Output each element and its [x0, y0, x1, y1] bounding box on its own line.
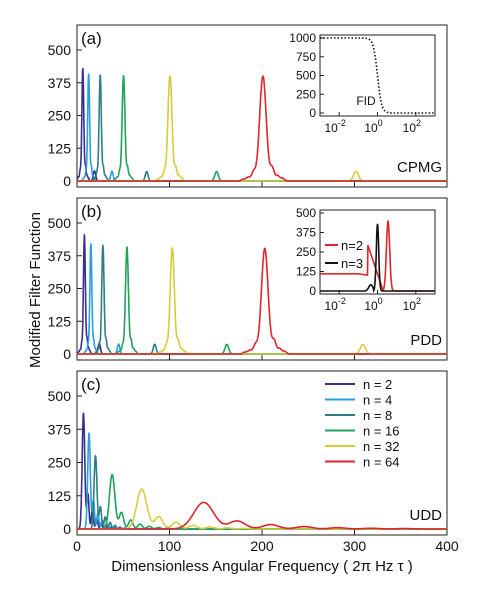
x-tick-label: 400	[435, 538, 459, 554]
y-tick-label: 375	[48, 248, 72, 264]
x-axis-title: Dimensionless Angular Frequency ( 2π Hz …	[111, 558, 412, 575]
inset-plot: 0 250 500 750 1000 10-2 100 102 FID	[289, 31, 436, 135]
legend-label: n = 4	[363, 393, 392, 408]
series-line-n32	[76, 488, 448, 530]
y-tick-label: 375	[48, 75, 72, 91]
panel-name: PDD	[410, 332, 442, 349]
series-line-n64	[76, 75, 448, 182]
y-tick-label: 0	[63, 521, 71, 537]
legend-label: n = 16	[363, 424, 400, 439]
panel-cpmg: 0 125 250 375 500 (a) CPMG 0 250 500 750 1000 10-2 10…	[48, 24, 448, 189]
y-axis-title: Modified Filter Function	[27, 212, 44, 368]
legend-label: n = 64	[363, 455, 400, 470]
x-tick-label: 300	[343, 538, 367, 554]
panel-pdd: 0 125 250 375 500 (b) PDD 0 125 250 375 500 10-2 100 1…	[48, 197, 448, 362]
legend-label: n = 8	[363, 408, 392, 423]
inset-y-tick-label: 125	[296, 265, 316, 279]
y-tick-label: 125	[48, 140, 72, 156]
inset-plot: 0 125 250 375 500 10-2 100 102 n=2 n=3	[296, 206, 436, 313]
inset-annotation: FID	[356, 94, 376, 108]
inset-x-tick-label: 100	[364, 296, 382, 313]
inset-y-tick-label: 1000	[289, 31, 316, 45]
y-tick-label: 375	[48, 421, 72, 437]
inset-x-tick-label: 10-2	[324, 296, 345, 313]
inset-y-tick-label: 0	[309, 284, 316, 298]
x-tick-label: 200	[250, 538, 274, 554]
inset-frame	[319, 34, 436, 117]
panel-tag: (b)	[81, 202, 102, 221]
inset-y-tick-label: 500	[296, 206, 316, 220]
inset-y-tick-label: 250	[296, 245, 316, 259]
inset-legend-label: n=3	[341, 256, 363, 271]
inset-x-tick-label: 102	[403, 118, 421, 135]
y-tick-label: 125	[48, 313, 72, 329]
series-line-n64	[76, 501, 448, 530]
inset-x-tick-label: 100	[364, 118, 382, 135]
panel-udd: 0 125 250 375 500 (c) UDD	[48, 370, 448, 537]
panel-name: CPMG	[397, 159, 442, 176]
y-tick-label: 250	[48, 455, 72, 471]
inset-fid-curve	[320, 37, 435, 114]
inset-legend-label: n=2	[341, 238, 363, 253]
x-tick-label: 0	[73, 538, 81, 554]
y-tick-label: 500	[48, 388, 72, 404]
legend-label: n = 32	[363, 439, 400, 454]
x-tick-label: 100	[158, 538, 182, 554]
inset-curve-n3	[320, 223, 435, 293]
y-tick-label: 500	[48, 42, 72, 58]
inset-x-tick-label: 102	[403, 296, 421, 313]
inset-x-tick-label: 10-2	[324, 118, 345, 135]
inset-y-tick-label: 375	[296, 226, 316, 240]
y-tick-label: 0	[63, 346, 71, 362]
inset-y-tick-label: 500	[296, 69, 316, 83]
inset-frame	[319, 209, 436, 295]
panel-tag: (a)	[81, 29, 102, 48]
panel-name: UDD	[410, 507, 443, 524]
inset-y-tick-label: 750	[296, 50, 316, 64]
panel-tag: (c)	[81, 375, 101, 394]
y-tick-label: 500	[48, 215, 72, 231]
series-line-n64	[76, 247, 448, 355]
y-tick-label: 250	[48, 281, 72, 297]
y-tick-label: 125	[48, 488, 72, 504]
legend-label: n = 2	[363, 377, 392, 392]
y-tick-label: 250	[48, 108, 72, 124]
y-tick-label: 0	[63, 173, 71, 189]
inset-y-tick-label: 0	[309, 106, 316, 120]
inset-y-tick-label: 250	[296, 87, 316, 101]
